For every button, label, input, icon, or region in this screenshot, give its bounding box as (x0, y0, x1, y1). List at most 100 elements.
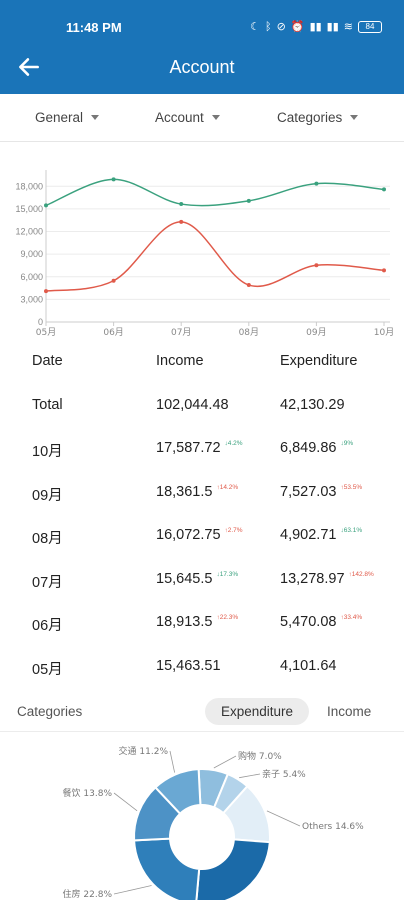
row-date: 10月 (32, 440, 63, 461)
leader-line (239, 773, 261, 779)
row-expenditure: 6,849.86 ↓9% (280, 440, 353, 456)
x-tick-label: 05月 (36, 327, 56, 338)
leader-line (113, 885, 152, 895)
category-donut-chart: 购物 7.0% 亲子 5.4% Others 14.6% 住房 22.8% 餐饮 13.… (63, 745, 364, 900)
row-income: 102,044.48 (156, 397, 229, 413)
expenditure-change-badge: ↑142.8% (348, 570, 374, 578)
mute-icon: ⊘ (276, 21, 286, 33)
table-row: 06月 18,913.5 ↑22.3% 5,470.08 ↑33.4% (0, 601, 404, 645)
y-tick-label: 6,000 (20, 272, 43, 282)
expenditure-change-badge: ↑53.5% (340, 483, 363, 491)
data-point (246, 198, 251, 203)
status-icons: ☾ ᛒ ⊘ ⏰ ▮▮ ▮▮ ≋ 84 (250, 20, 382, 34)
row-expenditure: 42,130.29 (280, 397, 345, 413)
header-expenditure: Expenditure (280, 353, 358, 369)
slice-label: Others 14.6% (302, 822, 364, 832)
data-point (382, 187, 386, 192)
x-tick-label: 08月 (239, 327, 259, 338)
row-date: Total (32, 397, 63, 413)
table-row: Total 102,044.48 42,130.29 (0, 384, 404, 428)
row-expenditure-value: 5,470.08 (280, 614, 337, 630)
summary-table: Date Income Expenditure Total 102,044.48 4… (0, 340, 404, 688)
row-expenditure-value: 4,902.71 (280, 527, 337, 543)
row-date-value: 05月 (32, 661, 63, 678)
row-income-value: 17,587.72 (156, 440, 221, 456)
row-expenditure: 5,470.08 ↑33.4% (280, 614, 362, 630)
filter-general-label: General (35, 110, 84, 125)
row-income: 16,072.75 ↑2.7% (156, 527, 243, 543)
row-expenditure-value: 42,130.29 (280, 396, 345, 413)
row-date: 08月 (32, 527, 63, 548)
bluetooth-icon: ᛒ (265, 21, 272, 33)
row-expenditure: 4,902.71 ↓63.1% (280, 527, 362, 543)
row-date: 06月 (32, 614, 63, 635)
data-point (179, 202, 184, 207)
filter-categories-label: Categories (277, 110, 343, 125)
row-income: 18,913.5 ↑22.3% (156, 614, 238, 630)
filter-general[interactable]: General (35, 110, 100, 125)
expenditure-change-badge: ↓63.1% (340, 527, 363, 534)
data-point (314, 263, 319, 268)
header-date: Date (32, 353, 63, 369)
row-income-value: 15,645.5 (156, 570, 213, 587)
row-income: 15,645.5 ↓17.3% (156, 571, 238, 587)
table-row: 09月 18,361.5 ↑14.2% 7,527.03 ↑53.5% (0, 471, 404, 515)
back-arrow-icon[interactable] (16, 54, 42, 80)
income-change-badge: ↓4.2% (224, 440, 243, 447)
x-tick-label: 07月 (171, 327, 191, 338)
status-time: 11:48 PM (66, 20, 122, 35)
x-tick-label: 09月 (306, 327, 326, 338)
data-point (111, 278, 116, 283)
signal-icon-2: ▮▮ (326, 21, 339, 33)
row-income: 18,361.5 ↑14.2% (156, 484, 238, 500)
caret-down-icon (211, 115, 220, 120)
table-row: 05月 15,463.51 4,101.64 (0, 645, 404, 689)
row-date-value: 06月 (32, 618, 63, 634)
row-expenditure-value: 4,101.64 (280, 657, 337, 674)
filter-account[interactable]: Account (155, 110, 220, 125)
income-change-badge: ↑2.7% (224, 527, 243, 534)
income-tab[interactable]: Income (327, 704, 372, 719)
caret-down-icon (350, 115, 359, 120)
y-tick-label: 15,000 (15, 204, 43, 214)
slice-label: 住房 22.8% (63, 888, 113, 900)
y-tick-label: 3,000 (20, 294, 43, 304)
expenditure-tab[interactable]: Expenditure (205, 698, 309, 725)
income-change-badge: ↑14.2% (216, 483, 239, 491)
filter-account-label: Account (155, 110, 204, 125)
row-expenditure-value: 7,527.03 (280, 483, 337, 500)
data-point (111, 177, 116, 182)
row-date-value: 09月 (32, 487, 63, 504)
row-expenditure-value: 13,278.97 (280, 570, 345, 587)
row-date: 05月 (32, 658, 63, 679)
table-row: 10月 17,587.72 ↓4.2% 6,849.86 ↓9% (0, 427, 404, 471)
moon-icon: ☾ (250, 21, 261, 33)
donut-slice (133, 837, 201, 900)
data-point (382, 268, 386, 273)
income-change-badge: ↓17.3% (216, 570, 239, 578)
leader-line (213, 755, 237, 769)
row-expenditure-value: 6,849.86 (280, 440, 337, 456)
data-point (44, 203, 48, 208)
filter-categories[interactable]: Categories (277, 110, 359, 125)
row-date: 09月 (32, 484, 63, 505)
page-title: Account (169, 57, 235, 77)
expenditure-change-badge: ↓9% (340, 440, 354, 447)
y-tick-label: 9,000 (20, 249, 43, 259)
slice-label: 亲子 5.4% (262, 768, 306, 780)
series-line-0 (45, 178, 385, 207)
caret-down-icon (91, 115, 100, 120)
signal-icon: ▮▮ (309, 21, 322, 33)
line-chart: 0 3,000 6,000 9,000 12,000 15,000 18,000 05月 06月… (15, 170, 394, 338)
row-expenditure: 13,278.97 ↑142.8% (280, 571, 374, 587)
x-tick-label: 06月 (103, 327, 123, 338)
row-expenditure: 4,101.64 (280, 658, 336, 674)
y-tick-label: 12,000 (15, 227, 43, 237)
slice-label: 购物 7.0% (238, 750, 282, 762)
donut-slice (154, 768, 202, 816)
row-income: 15,463.51 (156, 658, 221, 674)
data-point (179, 219, 184, 224)
row-income-value: 102,044.48 (156, 396, 229, 413)
row-income-value: 16,072.75 (156, 527, 221, 543)
data-point (246, 283, 251, 288)
